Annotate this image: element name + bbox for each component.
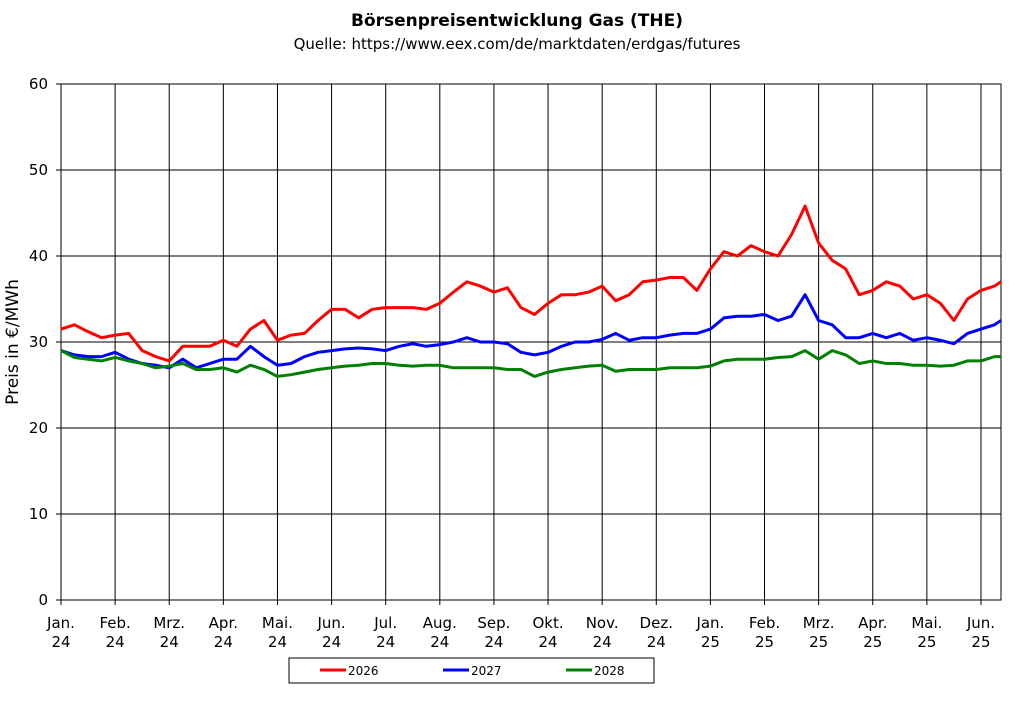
x-tick-label: Sep. 24 xyxy=(477,614,511,651)
legend-label: 2027 xyxy=(471,664,502,678)
legend: 2026 2027 2028 xyxy=(288,657,655,684)
x-tick-label: Jul. 24 xyxy=(374,614,398,651)
y-tick-label: 20 xyxy=(29,419,48,437)
x-tick-label: Mai. 24 xyxy=(261,614,293,651)
x-tick-label: Okt. 24 xyxy=(532,614,564,651)
y-tick-label: 0 xyxy=(38,591,48,609)
series-line xyxy=(60,349,1001,378)
x-tick-label: Nov. 24 xyxy=(585,614,619,651)
y-tick-label: 40 xyxy=(29,247,48,265)
x-tick-label: Dez. 24 xyxy=(639,614,673,651)
legend-box xyxy=(288,657,655,684)
x-tick-label: Apr. 25 xyxy=(858,614,888,651)
x-tick-label: Jun. 24 xyxy=(317,614,346,651)
chart-subtitle: Quelle: https://www.eex.com/de/marktdate… xyxy=(294,35,741,53)
y-tick-label: 10 xyxy=(29,505,48,523)
chart-title: Börsenpreisentwicklung Gas (THE) xyxy=(351,11,683,31)
x-tick-label: Jan. 24 xyxy=(47,614,75,651)
x-tick-label: Jun. 25 xyxy=(966,614,996,651)
series-line xyxy=(60,293,1002,370)
y-tick-label: 50 xyxy=(29,161,48,179)
y-axis-label: Preis in €/MWh xyxy=(3,279,23,405)
x-tick-label: Feb. 24 xyxy=(99,614,131,651)
x-tick-label: Mrz. 25 xyxy=(802,614,835,651)
x-tick-label: Apr. 24 xyxy=(208,614,239,651)
x-tick-label: Jan. 25 xyxy=(696,614,725,651)
series-line xyxy=(60,204,1002,363)
y-tick-label: 30 xyxy=(29,333,48,351)
x-tick-label: Mai. 25 xyxy=(911,614,943,651)
x-tick-label: Mrz. 24 xyxy=(153,614,186,651)
x-tick-label: Aug. 24 xyxy=(422,614,457,651)
y-tick-label: 60 xyxy=(29,75,48,93)
x-tick-label: Feb. 25 xyxy=(748,614,781,651)
legend-label: 2026 xyxy=(348,664,379,678)
legend-label: 2028 xyxy=(594,664,625,678)
